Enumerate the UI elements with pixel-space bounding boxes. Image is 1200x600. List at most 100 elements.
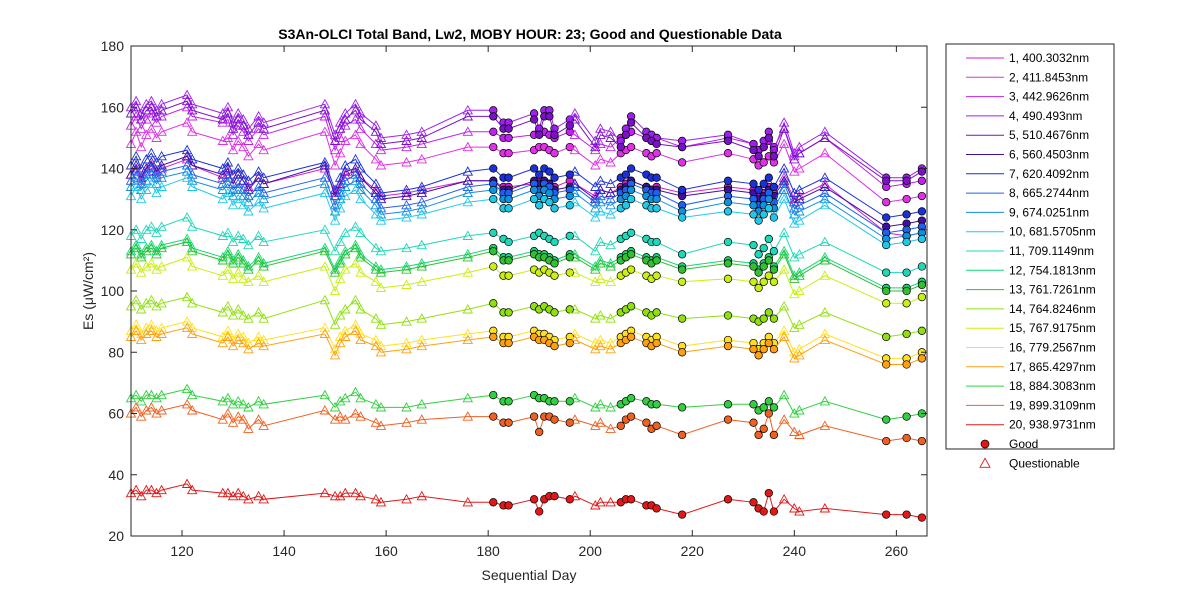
good-point <box>545 198 554 207</box>
questionable-point <box>253 181 264 191</box>
questionable-point <box>243 343 254 354</box>
legend-entry: 1, 400.3032nm <box>966 51 1089 65</box>
good-point <box>652 308 661 317</box>
questionable-point <box>605 199 616 210</box>
questionable-point <box>416 187 428 198</box>
questionable-point <box>253 270 264 280</box>
questionable-point <box>238 114 249 124</box>
good-point <box>652 271 661 280</box>
questionable-point <box>146 257 157 268</box>
legend-box <box>945 43 1115 450</box>
legend-label: 14, 764.8246nm <box>1009 302 1096 316</box>
questionable-point <box>778 227 790 237</box>
questionable-point <box>794 215 805 225</box>
questionable-point <box>462 181 474 191</box>
good-point <box>754 430 763 440</box>
questionable-point <box>238 233 249 243</box>
questionable-point <box>590 144 601 155</box>
questionable-point <box>340 264 351 274</box>
questionable-point <box>605 343 616 354</box>
questionable-point <box>794 190 805 201</box>
good-point <box>749 201 758 210</box>
questionable-point <box>258 236 269 247</box>
questionable-point <box>462 392 474 403</box>
legend-label: 5, 510.4676nm <box>1009 128 1089 142</box>
questionable-point <box>595 273 606 283</box>
legend-entry: 11, 709.1149nm <box>966 244 1094 258</box>
questionable-point <box>401 264 412 274</box>
good-point <box>504 308 513 317</box>
series-7 <box>125 144 927 222</box>
questionable-point <box>350 294 361 305</box>
questionable-point <box>141 328 152 338</box>
legend-label: 19, 899.3109nm <box>1009 398 1096 412</box>
questionable-point <box>222 187 234 198</box>
good-point <box>759 262 768 271</box>
good-point <box>759 277 768 286</box>
questionable-point <box>222 325 234 335</box>
good-point <box>621 130 631 139</box>
good-point <box>652 256 661 265</box>
questionable-point <box>794 270 805 280</box>
questionable-point <box>258 178 269 188</box>
questionable-point <box>130 294 142 305</box>
questionable-point <box>375 193 387 204</box>
questionable-point <box>340 248 351 259</box>
legend-entry: 5, 510.4676nm <box>966 128 1089 142</box>
good-point <box>626 394 636 403</box>
questionable-point <box>146 95 157 106</box>
good-point <box>489 390 498 400</box>
questionable-point <box>232 120 244 130</box>
questionable-point <box>181 236 193 247</box>
good-point <box>504 124 513 133</box>
good-point <box>759 243 768 253</box>
good-point <box>535 130 544 139</box>
good-point <box>759 424 768 433</box>
good-point <box>882 286 891 296</box>
good-point <box>902 237 911 247</box>
questionable-point <box>181 101 193 112</box>
legend-entry: 4, 490.493nm <box>966 109 1082 123</box>
questionable-point <box>151 408 162 418</box>
questionable-point <box>401 343 412 354</box>
questionable-point <box>605 141 616 152</box>
good-point <box>545 112 554 121</box>
questionable-point <box>794 184 805 194</box>
questionable-point <box>462 196 474 207</box>
questionable-point <box>794 147 805 158</box>
questionable-point <box>819 420 831 430</box>
plot-area <box>131 46 927 536</box>
good-point <box>652 173 661 182</box>
questionable-point <box>329 414 341 424</box>
questionable-point <box>222 172 234 182</box>
questionable-point <box>370 242 382 253</box>
questionable-point <box>181 153 193 164</box>
series-19 <box>125 398 927 446</box>
questionable-point <box>186 261 198 271</box>
questionable-point <box>232 251 244 262</box>
questionable-point <box>243 276 254 286</box>
questionable-point <box>217 230 229 240</box>
questionable-point <box>819 306 831 317</box>
questionable-point <box>135 303 147 314</box>
questionable-point <box>334 331 346 341</box>
questionable-point <box>350 114 361 124</box>
questionable-point <box>370 417 382 427</box>
questionable-point <box>590 499 601 510</box>
questionable-point <box>605 126 616 136</box>
questionable-point <box>146 169 157 179</box>
questionable-point <box>370 313 382 323</box>
questionable-point <box>370 340 382 351</box>
good-point <box>917 262 927 271</box>
good-point <box>550 237 559 247</box>
questionable-point <box>819 199 831 210</box>
questionable-point <box>243 337 254 348</box>
questionable-point <box>340 135 351 145</box>
good-point <box>754 351 763 360</box>
questionable-point <box>595 334 606 345</box>
questionable-point <box>350 325 361 335</box>
good-point <box>489 247 498 256</box>
good-point <box>764 397 773 406</box>
good-point <box>749 210 758 219</box>
